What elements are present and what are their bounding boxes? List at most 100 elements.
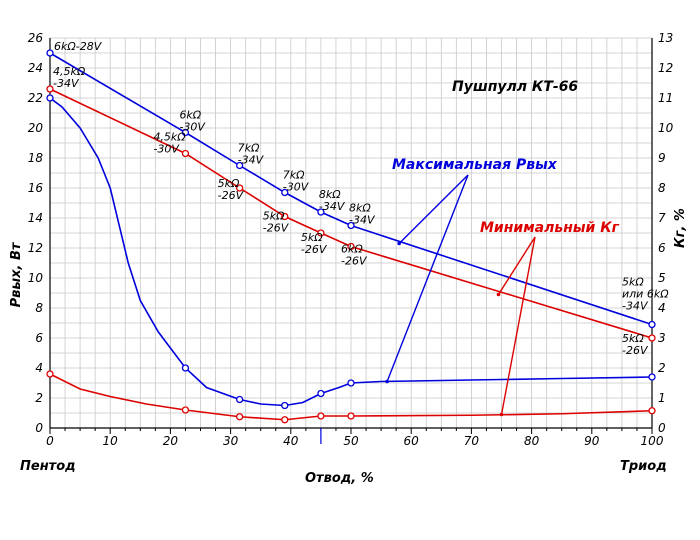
point-label: 7kΩ bbox=[283, 169, 305, 182]
point-label: -26V bbox=[218, 189, 245, 202]
y-left-tick-label: 10 bbox=[28, 271, 44, 285]
y-right-tick-label: 4 bbox=[658, 301, 666, 315]
legend-group bbox=[385, 174, 536, 417]
corner-right-label: Триод bbox=[620, 459, 667, 474]
y-right-tick-label: 5 bbox=[658, 271, 666, 285]
series-line bbox=[49, 373, 653, 421]
x-tick-label: 30 bbox=[223, 434, 239, 448]
series-point bbox=[648, 320, 656, 329]
point-label: 5kΩ bbox=[622, 332, 644, 345]
point-label: 4,5kΩ bbox=[153, 131, 186, 144]
point-label: 6kΩ bbox=[341, 243, 363, 256]
series-point bbox=[648, 373, 656, 381]
point-label: 6kΩ-28V bbox=[54, 40, 103, 53]
y-left-tick-label: 26 bbox=[28, 31, 44, 45]
y-left-tick-label: 22 bbox=[28, 91, 43, 105]
series-point bbox=[317, 389, 325, 398]
y-right-tick-label: 11 bbox=[658, 91, 673, 105]
legend-min-arrow bbox=[497, 236, 536, 295]
point-label: 5kΩ bbox=[218, 177, 240, 190]
point-label: -30V bbox=[179, 121, 206, 134]
y-right-tick-label: 0 bbox=[658, 421, 666, 435]
y-right-tick-label: 13 bbox=[658, 31, 673, 45]
series-point bbox=[46, 370, 54, 378]
y-left-tick-label: 18 bbox=[28, 151, 44, 165]
corner-left-label: Пентод bbox=[20, 459, 76, 474]
y-left-tick-label: 0 bbox=[35, 421, 43, 435]
point-label: -34V bbox=[319, 200, 346, 213]
series-point bbox=[181, 128, 190, 137]
point-label: 5kΩ bbox=[622, 276, 644, 289]
point-label: -26V bbox=[301, 243, 328, 256]
y-right-tick-label: 6 bbox=[658, 241, 666, 255]
legend-min-thd: Минимальный Кг bbox=[480, 220, 620, 236]
series-point bbox=[648, 334, 656, 342]
series-point bbox=[46, 94, 54, 102]
y-right-tick-label: 9 bbox=[658, 151, 666, 165]
y-right-tick-label: 2 bbox=[658, 361, 666, 375]
legend-min-arrow-tip bbox=[496, 292, 501, 297]
series-point bbox=[317, 412, 325, 420]
series-point bbox=[317, 229, 325, 237]
point-label: -30V bbox=[283, 181, 310, 194]
y-right-tick-label: 7 bbox=[658, 211, 666, 225]
point-label: -34V bbox=[349, 214, 376, 227]
point-label: -34V bbox=[238, 154, 265, 167]
x-tick-label: 40 bbox=[283, 434, 299, 448]
series-point bbox=[46, 85, 54, 93]
axes bbox=[49, 38, 653, 444]
point-label: 8kΩ bbox=[349, 202, 371, 215]
point-label: -30V bbox=[153, 143, 180, 156]
y-right-tick-label: 3 bbox=[658, 331, 666, 345]
x-tick-label: 80 bbox=[524, 434, 540, 448]
series-point bbox=[235, 184, 244, 192]
x-tick-label: 100 bbox=[641, 434, 664, 448]
series-point bbox=[235, 413, 244, 421]
point-label: -34V bbox=[622, 300, 649, 313]
legend-min-arrow bbox=[500, 236, 536, 415]
series-point bbox=[347, 379, 355, 387]
point-label: -34V bbox=[53, 77, 80, 90]
series-point bbox=[235, 395, 244, 404]
point-label: 8kΩ bbox=[319, 188, 341, 201]
point-label: 4,5kΩ bbox=[53, 65, 86, 78]
series-group bbox=[46, 49, 656, 424]
series-point bbox=[281, 416, 289, 424]
legend-min-arrow-tip bbox=[499, 412, 504, 417]
y-axis-right-label: Кг, % bbox=[673, 208, 688, 248]
x-tick-label: 90 bbox=[584, 434, 600, 448]
series-point bbox=[281, 212, 289, 221]
point-label: 5kΩ bbox=[301, 231, 323, 244]
x-axis-label: Отвод, % bbox=[305, 471, 374, 486]
y-left-tick-label: 4 bbox=[35, 361, 43, 375]
legend-max-arrow-tip bbox=[385, 379, 389, 384]
legend-max-arrow bbox=[398, 174, 469, 244]
series-point bbox=[181, 149, 190, 158]
series-point bbox=[317, 208, 325, 216]
y-left-tick-label: 2 bbox=[35, 391, 43, 405]
series-point bbox=[181, 406, 190, 414]
y-left-tick-label: 12 bbox=[28, 241, 43, 255]
y-right-tick-label: 1 bbox=[658, 391, 666, 405]
y-left-tick-label: 14 bbox=[28, 211, 43, 225]
y-left-tick-label: 16 bbox=[28, 181, 44, 195]
series-point bbox=[347, 221, 355, 230]
series-point bbox=[281, 188, 289, 197]
series-point bbox=[281, 401, 289, 410]
legend-max-power: Максимальная Рвых bbox=[392, 157, 558, 173]
x-tick-label: 0 bbox=[46, 434, 54, 448]
y-left-tick-label: 20 bbox=[28, 121, 44, 135]
point-label: 7kΩ bbox=[238, 142, 260, 155]
y-right-tick-label: 8 bbox=[658, 181, 666, 195]
tick-labels: 0 10 20 30 40 50 60 70 80 90 100024681012141618202… bbox=[28, 31, 674, 448]
y-right-tick-label: 12 bbox=[658, 61, 673, 75]
legend-max-arrow-tip bbox=[397, 241, 401, 246]
y-left-tick-label: 6 bbox=[35, 331, 43, 345]
point-label: -26V bbox=[263, 222, 290, 235]
y-axis-left-label: Рвых, Вт bbox=[9, 241, 24, 307]
point-label: или 6kΩ bbox=[622, 288, 669, 301]
point-labels: 6kΩ-28V4,5kΩ-34V6kΩ-30V7kΩ-34V7kΩ-30V8kΩ… bbox=[53, 40, 669, 357]
x-tick-label: 50 bbox=[343, 434, 359, 448]
series-point bbox=[181, 364, 190, 372]
series-point bbox=[347, 412, 355, 420]
